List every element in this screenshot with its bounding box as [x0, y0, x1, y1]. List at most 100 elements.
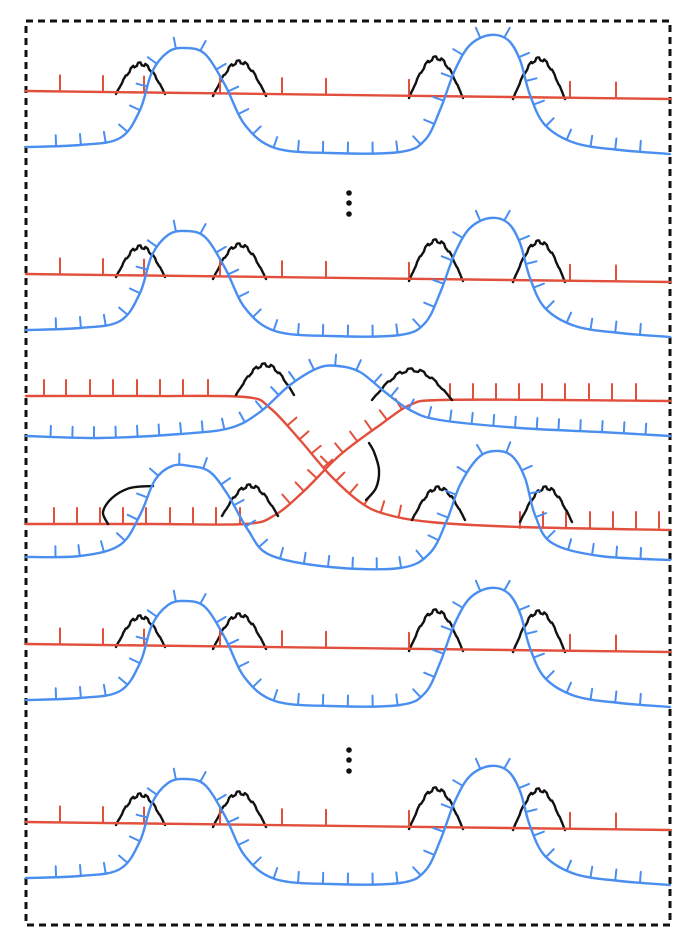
blue-strand [24, 449, 672, 571]
blue-tick [440, 72, 453, 79]
red-tick [379, 500, 386, 514]
blue-tick [432, 649, 445, 655]
blue-tick [545, 670, 555, 680]
blue-tick [452, 601, 464, 609]
ellipsis-group [346, 190, 352, 774]
blue-tick [238, 411, 246, 424]
blue-tick [545, 529, 556, 540]
blue-tick [398, 556, 403, 569]
blue-strand [24, 586, 672, 709]
blue-tick [532, 99, 545, 106]
blue-tick [517, 234, 530, 242]
blue-tick [452, 231, 464, 239]
blue-strand [24, 364, 672, 440]
blue-tick [102, 683, 107, 697]
blue-tick [79, 133, 82, 146]
loop-arc [511, 609, 567, 654]
blue-tick [116, 532, 127, 542]
blue-tick [412, 318, 422, 329]
blue-tick [118, 676, 129, 686]
blue-tick [272, 136, 279, 149]
blue-strand [24, 764, 672, 887]
blue-tick [412, 688, 422, 699]
red-strand [24, 398, 672, 526]
loop-arc [511, 239, 567, 284]
loop-arc [101, 484, 155, 526]
blue-tick [423, 301, 436, 308]
blue-tick [199, 593, 207, 605]
blue-tick [100, 540, 105, 553]
blue-tick [524, 77, 538, 82]
loop-arc [511, 56, 567, 101]
blue-tick [172, 589, 177, 603]
blue-tick [427, 534, 440, 542]
blue-tick [215, 62, 227, 71]
red-strand [24, 642, 672, 654]
blue-tick [517, 604, 530, 612]
blue-strand [24, 33, 672, 156]
blue-tick [251, 308, 262, 319]
blue-tick [148, 467, 160, 477]
blue-tick [373, 373, 383, 384]
blue-tick [146, 787, 158, 796]
blue-tick [644, 422, 648, 436]
blue-tick [557, 418, 560, 432]
blue-tick [514, 415, 517, 429]
blue-tick [102, 861, 107, 875]
blue-tick [432, 279, 445, 285]
blue-tick [254, 400, 264, 411]
blue-tick [118, 123, 129, 133]
blue-tick [614, 137, 618, 151]
red-strand [24, 89, 672, 101]
blue-tick [517, 782, 530, 790]
band-group [24, 26, 672, 887]
blue-tick [172, 36, 177, 50]
blue-tick [524, 630, 538, 635]
loop-arc [410, 485, 467, 522]
blue-tick [534, 512, 548, 518]
red-tick [286, 416, 298, 427]
blue-tick [227, 816, 240, 824]
blue-tick [308, 358, 315, 371]
blue-tick [449, 409, 453, 423]
blue-tick [456, 466, 468, 474]
blue-tick [146, 56, 158, 65]
blue-tick [227, 268, 240, 276]
blue-strand [24, 216, 672, 339]
blue-tick [257, 538, 269, 548]
blue-tick [639, 692, 642, 706]
blue-tick [545, 300, 555, 310]
blue-tick [297, 322, 300, 336]
blue-tick [436, 512, 449, 519]
blue-tick [102, 313, 107, 327]
braid-band [24, 579, 672, 709]
blue-tick [614, 320, 618, 334]
blue-tick [135, 635, 149, 641]
loop-arc [407, 786, 465, 831]
blue-tick [146, 609, 158, 618]
blue-tick [565, 859, 572, 872]
blue-tick [452, 48, 464, 56]
blue-tick [427, 406, 433, 419]
blue-tick [589, 865, 594, 879]
red-tick [378, 409, 388, 421]
blue-tick [412, 866, 422, 877]
blue-tick [136, 424, 139, 438]
blue-tick [221, 417, 226, 431]
loop-arc [518, 485, 574, 524]
blue-tick [128, 657, 141, 665]
blue-tick [505, 441, 512, 454]
blue-tick [102, 130, 107, 144]
blue-tick [334, 353, 338, 367]
blue-tick [520, 464, 533, 472]
blue-tick [452, 779, 464, 787]
blue-tick [297, 139, 300, 153]
loop-arc [114, 792, 167, 827]
ellipsis-dot [346, 757, 352, 763]
blue-tick [272, 867, 279, 880]
red-strand [24, 394, 672, 532]
blue-tick [412, 135, 422, 146]
blue-tick [545, 848, 555, 858]
blue-tick [215, 245, 227, 254]
